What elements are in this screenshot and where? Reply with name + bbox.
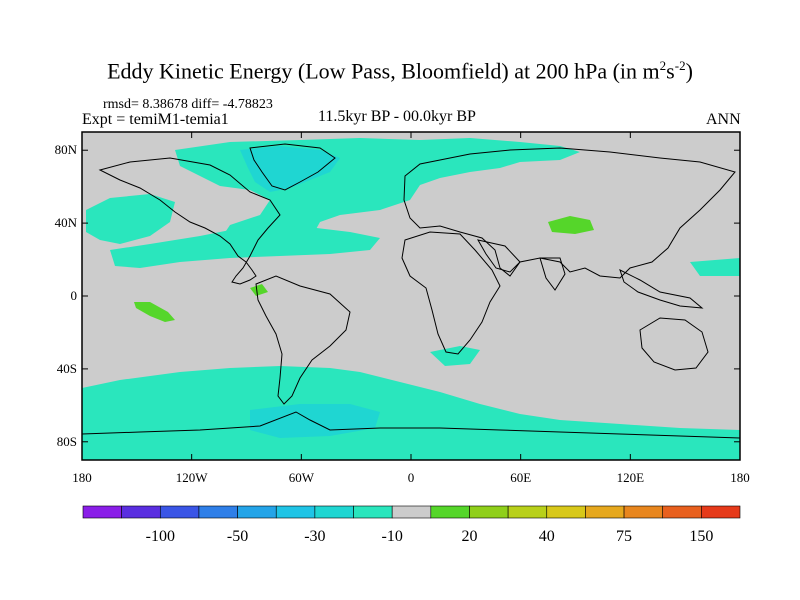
colorbar-swatch bbox=[198, 505, 238, 519]
colorbar-swatch bbox=[82, 505, 122, 519]
coastline-europe-asia bbox=[403, 147, 736, 279]
colorbar-swatch bbox=[701, 505, 741, 519]
x-tick-label: 120W bbox=[176, 470, 209, 485]
colorbar-label: 75 bbox=[616, 528, 632, 545]
map-area: 80N 40N 0 40S 80S 180 120W 60W 0 60E 120E 180 bbox=[55, 131, 750, 485]
colorbar-label: -10 bbox=[382, 528, 403, 545]
anomaly-region-tibet bbox=[548, 216, 594, 234]
y-tick-label: 80N bbox=[55, 142, 78, 157]
coastline-north-america bbox=[98, 157, 281, 285]
colorbar-swatch bbox=[507, 505, 548, 519]
coastline-greenland bbox=[249, 143, 336, 191]
colorbar-swatch bbox=[275, 505, 316, 519]
colorbar-swatch bbox=[314, 505, 354, 519]
chart-title: Eddy Kinetic Energy (Low Pass, Bloomfiel… bbox=[107, 58, 693, 84]
colorbar-swatch bbox=[391, 505, 432, 519]
coastline-australia bbox=[639, 317, 709, 371]
axis-ticks: 80N 40N 0 40S 80S 180 120W 60W 0 60E 120E 180 bbox=[55, 132, 750, 485]
colorbar-swatch bbox=[353, 505, 393, 519]
coastline-india bbox=[539, 257, 566, 291]
period-label: 11.5kyr BP - 00.0kyr BP bbox=[318, 108, 476, 125]
colorbar-swatch bbox=[121, 505, 161, 519]
x-tick-label: 120E bbox=[617, 470, 645, 485]
colorbar-swatch bbox=[662, 505, 702, 519]
x-tick-label: 60W bbox=[289, 470, 315, 485]
season-label: ANN bbox=[706, 111, 741, 128]
colorbar-swatch bbox=[585, 505, 625, 519]
colorbar-label: 150 bbox=[689, 528, 713, 545]
anomaly-region-amazon bbox=[250, 284, 268, 296]
colorbar-label: 40 bbox=[539, 528, 555, 545]
x-tick-label: 180 bbox=[730, 470, 750, 485]
coastline-antarctica bbox=[81, 411, 741, 439]
x-tick-label: 180 bbox=[72, 470, 92, 485]
coastline-south-america bbox=[255, 275, 351, 405]
anomaly-fills bbox=[82, 138, 740, 460]
coastlines bbox=[81, 143, 741, 439]
anomaly-region-north-pacific bbox=[86, 194, 175, 244]
anomaly-region-north-america-jet bbox=[110, 226, 380, 268]
stats-label: rmsd= 8.38678 diff= -4.78823 bbox=[103, 97, 273, 112]
anomaly-region-east-pacific bbox=[690, 258, 740, 276]
coastline-arabia bbox=[477, 239, 521, 273]
y-tick-label: 80S bbox=[57, 434, 77, 449]
coastline-africa bbox=[401, 231, 501, 355]
y-tick-label: 0 bbox=[71, 288, 78, 303]
colorbar-label: -50 bbox=[227, 528, 248, 545]
coastline-southeast-asia bbox=[619, 269, 704, 309]
y-tick-label: 40N bbox=[55, 215, 78, 230]
anomaly-region-southern-ocean bbox=[82, 366, 740, 460]
anomaly-region-greenland bbox=[240, 146, 340, 192]
y-tick-label: 40S bbox=[57, 361, 77, 376]
x-tick-label: 0 bbox=[408, 470, 415, 485]
experiment-label: Expt = temiM1-temia1 bbox=[82, 111, 229, 128]
colorbar-label: -100 bbox=[146, 528, 175, 545]
colorbar-swatch bbox=[623, 505, 664, 519]
anomaly-region-south-atlantic bbox=[430, 346, 480, 366]
colorbar-swatch bbox=[430, 505, 470, 519]
colorbar-swatch bbox=[159, 505, 200, 519]
colorbar-swatch bbox=[237, 505, 277, 519]
colorbar-swatch bbox=[469, 505, 509, 519]
x-tick-label: 60E bbox=[510, 470, 531, 485]
colorbar-swatch bbox=[546, 505, 586, 519]
colorbar-label: -30 bbox=[304, 528, 325, 545]
colorbar-label: 20 bbox=[461, 528, 477, 545]
anomaly-region-tropical-pacific bbox=[134, 302, 175, 322]
colorbar: -100 -50 -30 -10 20 40 75 150 bbox=[82, 505, 741, 545]
